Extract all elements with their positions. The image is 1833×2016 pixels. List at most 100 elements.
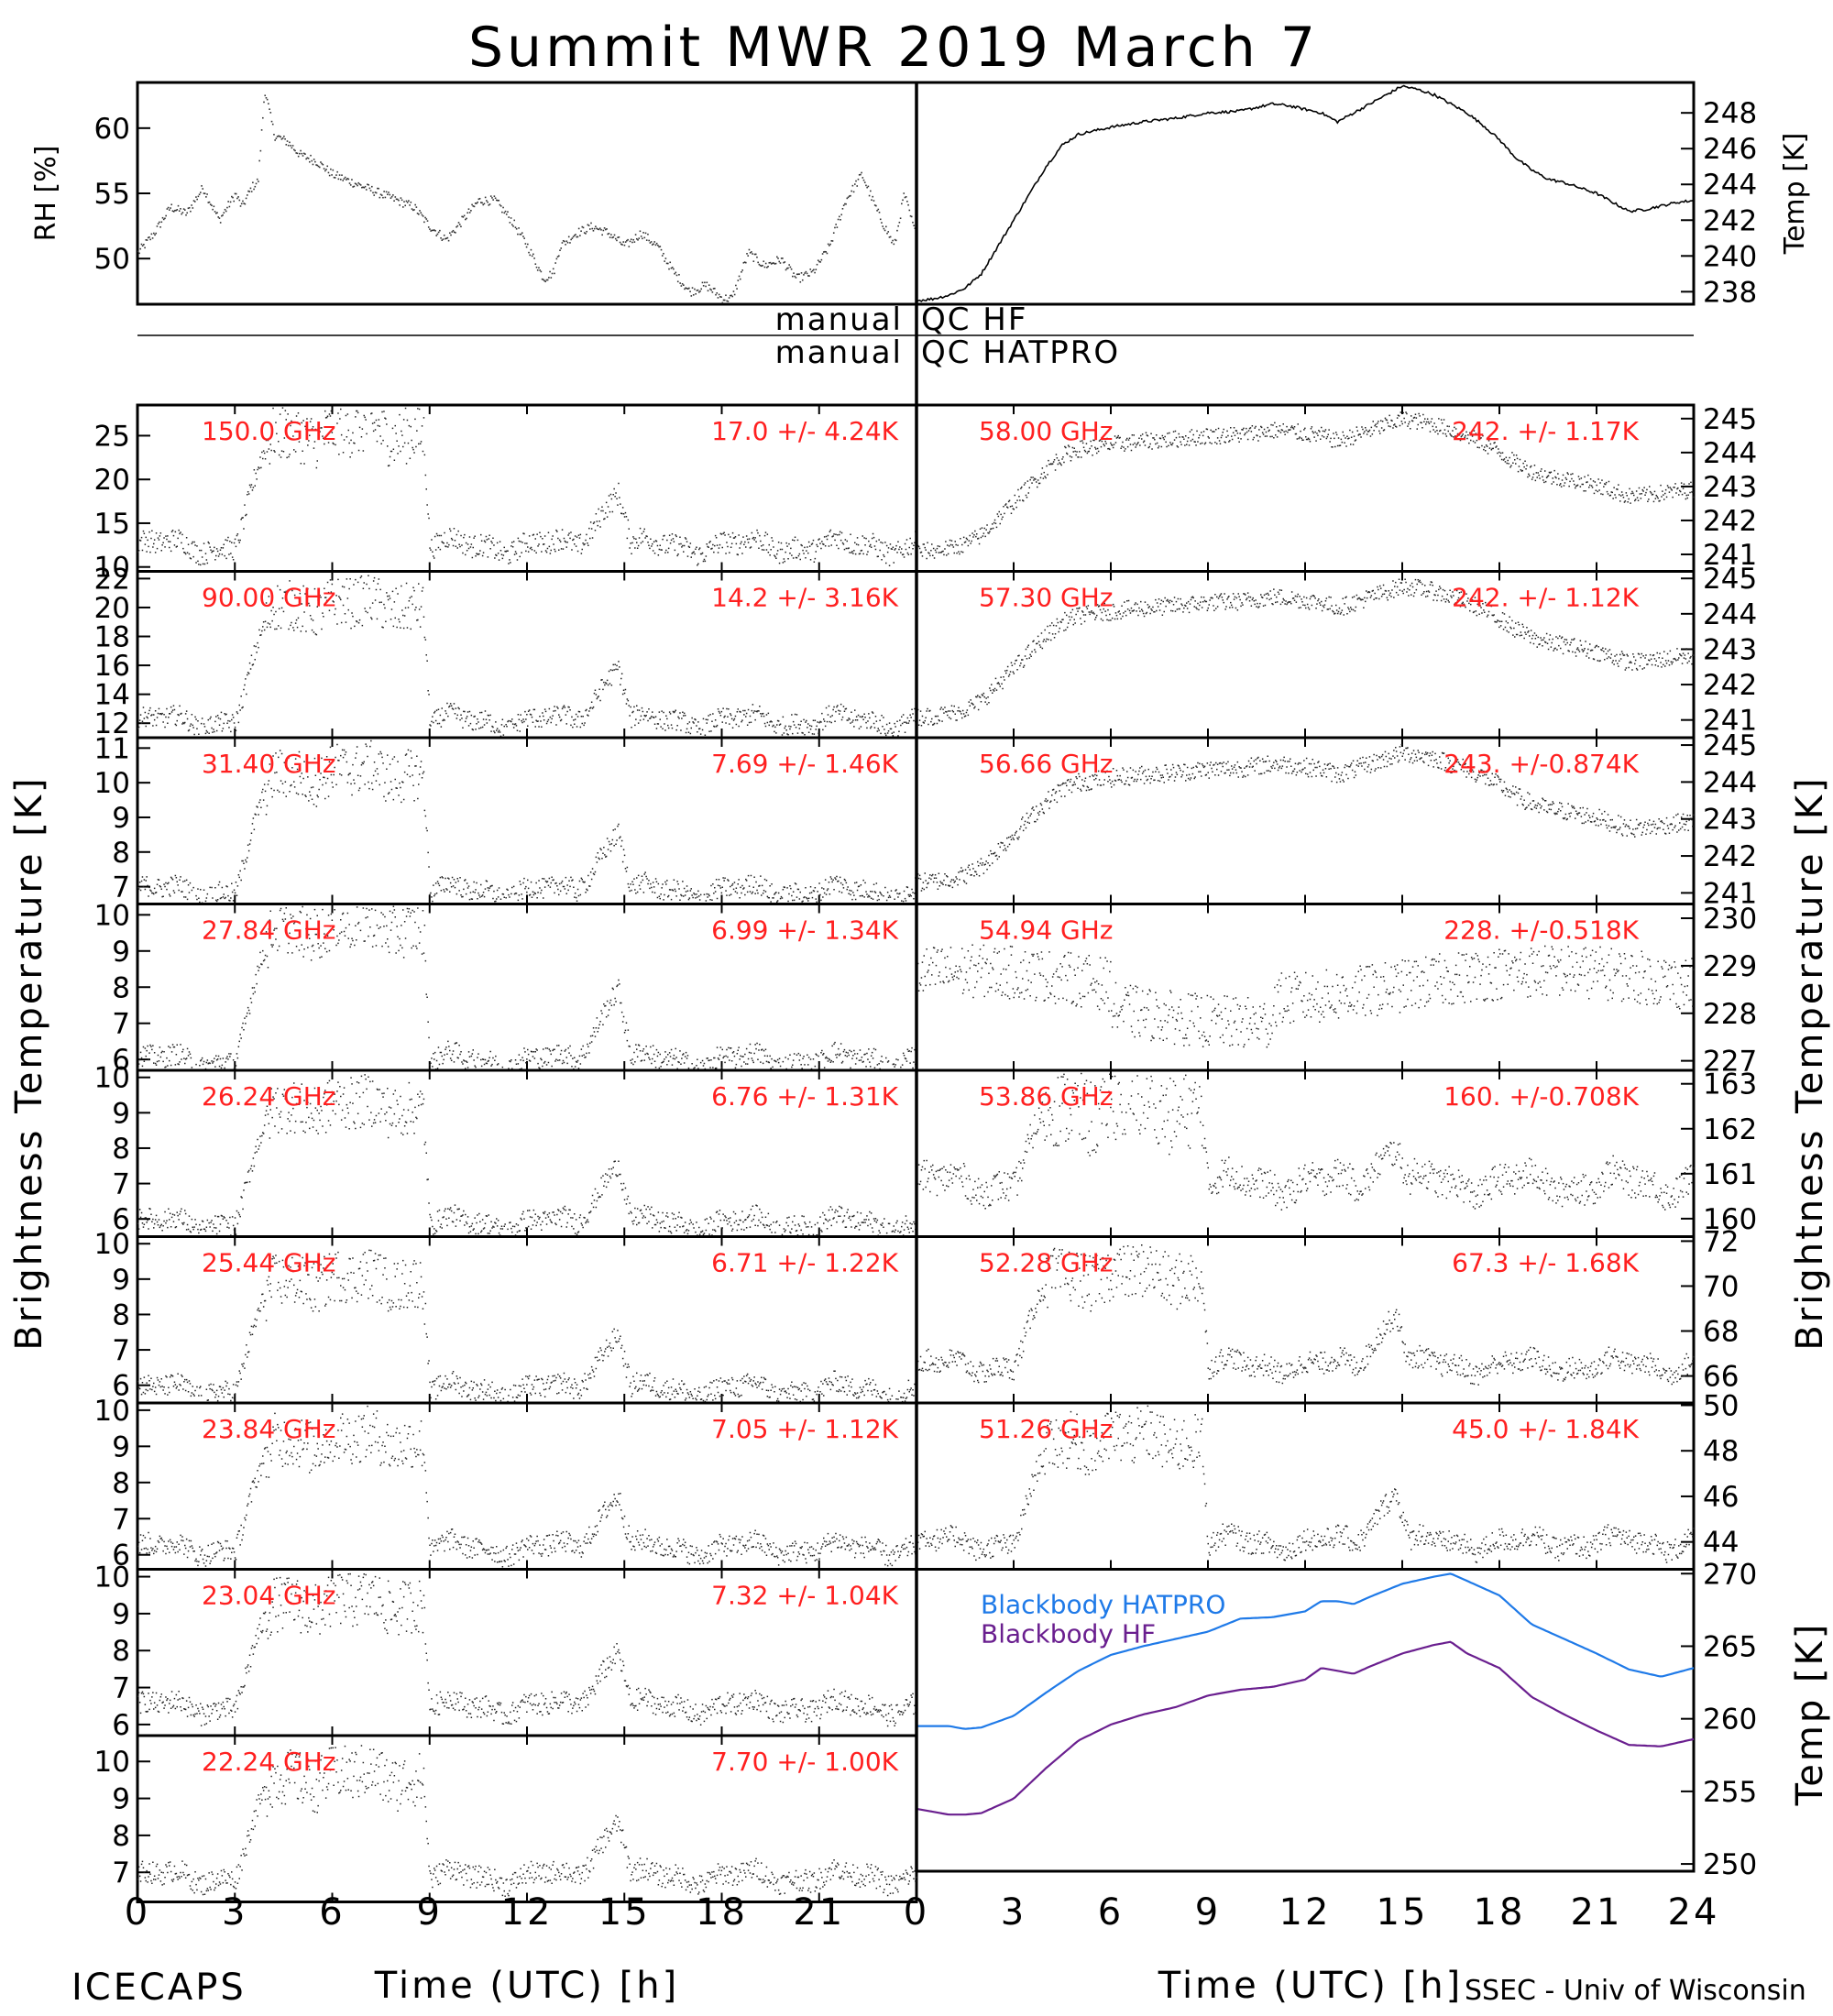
rh-point — [214, 211, 216, 213]
rh-point — [551, 272, 554, 275]
rh-point — [634, 234, 637, 236]
rh-point — [471, 203, 473, 206]
qc-section: manual QC HF manual QC HATPRO — [137, 301, 1694, 371]
rh-point — [326, 165, 329, 168]
rh-point — [858, 174, 861, 176]
rh-point — [905, 195, 907, 198]
blackbody-line — [916, 1572, 1695, 1730]
rh-point — [269, 108, 270, 110]
hatpro-channel-ytick-label: 160 — [1703, 1203, 1757, 1236]
rh-point — [224, 208, 226, 211]
hatpro-channel-points — [916, 944, 1695, 1048]
rh-point — [354, 182, 357, 185]
rh-point — [903, 192, 906, 194]
rh-point — [725, 294, 727, 297]
rh-point — [138, 252, 140, 255]
rh-point — [320, 161, 322, 163]
qc-hatpro-value: QC HATPRO — [921, 334, 1120, 371]
rh-point — [279, 135, 280, 137]
rh-point — [555, 257, 558, 260]
rh-point — [227, 201, 229, 203]
hatpro-channel-ytick-label: 243 — [1703, 471, 1757, 504]
rh-point — [170, 207, 171, 209]
rh-point — [809, 268, 812, 270]
rh-point — [612, 236, 615, 238]
rh-point — [361, 186, 363, 189]
rh-point — [236, 197, 238, 200]
rh-point — [846, 197, 849, 200]
rh-point — [549, 270, 551, 273]
hatpro-channel-ytick-label: 66 — [1703, 1361, 1739, 1394]
hatpro-channel-frequency-label: 52.28 GHz — [979, 1248, 1114, 1278]
hf-channel-ytick-label: 8 — [112, 1467, 130, 1500]
rh-point — [650, 241, 653, 243]
rh-point — [689, 290, 691, 292]
rh-point — [150, 233, 153, 236]
rh-point — [671, 266, 674, 268]
x-tick-label: 9 — [1195, 1891, 1221, 1934]
rh-point — [160, 221, 163, 224]
rh-point — [498, 199, 500, 202]
rh-point — [399, 204, 401, 206]
hatpro-channel-ytick-label: 244 — [1703, 766, 1757, 799]
rh-point — [548, 277, 550, 279]
rh-point — [694, 288, 696, 290]
rh-point — [640, 236, 642, 237]
rh-point — [278, 135, 280, 137]
hf-channel-ytick-label: 6 — [112, 1044, 130, 1077]
rh-point — [382, 196, 384, 199]
rh-point — [414, 203, 416, 206]
rh-point — [801, 279, 804, 281]
rh-point — [453, 231, 456, 234]
rh-point — [593, 227, 596, 230]
rh-point — [736, 288, 738, 290]
rh-point — [341, 174, 343, 176]
rh-point — [660, 248, 663, 251]
hatpro-channel-panel-4: 160 161 162 163 53.86 GHz 160. +/-0.708K — [915, 1068, 1757, 1238]
hf-channel-frequency-label: 26.24 GHz — [202, 1081, 336, 1112]
rh-point — [165, 214, 167, 217]
rh-point — [638, 237, 641, 239]
rh-point — [598, 227, 601, 229]
temp-ytick-label: 246 — [1703, 133, 1757, 166]
rh-point — [307, 158, 310, 159]
rh-point — [767, 265, 769, 268]
rh-point — [206, 193, 208, 195]
rh-point — [390, 195, 393, 198]
temp-ytick-label: 240 — [1703, 240, 1757, 273]
rh-point — [642, 237, 643, 240]
hf-channel-ytick-label: 9 — [112, 936, 130, 969]
rh-point — [852, 191, 855, 193]
rh-point — [697, 289, 699, 291]
rh-point — [384, 196, 387, 199]
rh-point — [295, 152, 298, 154]
rh-point — [178, 210, 181, 212]
rh-point — [365, 189, 368, 191]
rh-point — [835, 224, 837, 225]
blackbody-ytick-label: 265 — [1703, 1630, 1757, 1663]
rh-point — [310, 154, 312, 157]
rh-point — [878, 211, 881, 214]
rh-point — [240, 203, 243, 205]
rh-point — [806, 272, 808, 275]
rh-point — [513, 219, 516, 222]
rh-point — [182, 208, 185, 210]
rh-point — [532, 253, 534, 256]
rh-point — [212, 208, 214, 211]
rh-point — [450, 234, 452, 236]
hatpro-channel-ytick-label: 245 — [1703, 403, 1757, 436]
rh-point — [642, 232, 644, 234]
rh-point — [664, 257, 667, 259]
hf-channel-ytick-label: 8 — [112, 1298, 130, 1331]
rh-point — [441, 239, 444, 242]
rh-y-axis: 50 55 60 — [94, 113, 150, 276]
hf-channel-frequency-label: 22.24 GHz — [202, 1747, 336, 1777]
rh-point — [430, 230, 432, 232]
rh-point — [425, 218, 428, 220]
rh-point — [595, 225, 597, 228]
rh-point — [419, 210, 421, 212]
